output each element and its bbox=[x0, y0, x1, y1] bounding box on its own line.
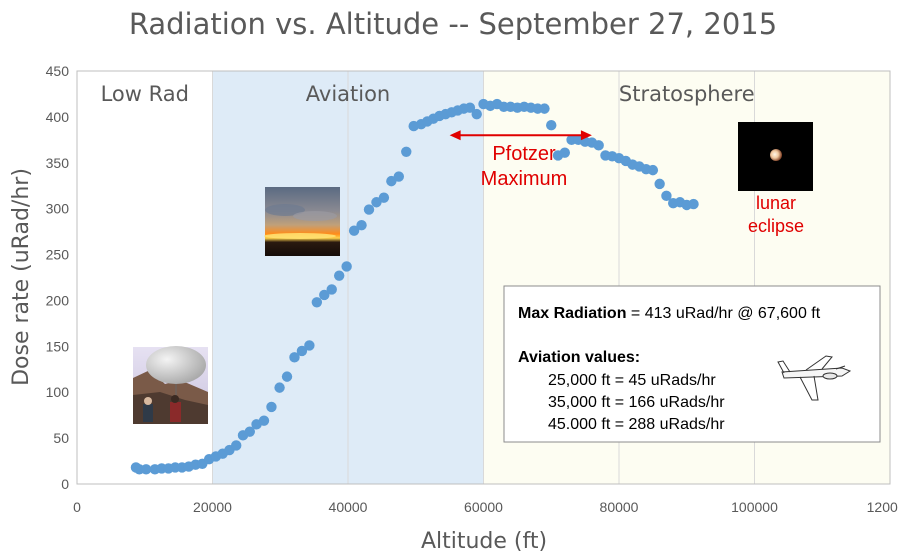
pfotzer-annotation: Pfotzer Maximum bbox=[449, 130, 592, 190]
data-point-60 bbox=[546, 119, 557, 131]
y-tick-label-250: 250 bbox=[46, 247, 70, 263]
data-point-49 bbox=[471, 108, 482, 120]
data-point-34 bbox=[371, 197, 382, 208]
x-tick-label-120000: 120000 bbox=[867, 499, 898, 515]
y-tick-label-200: 200 bbox=[46, 292, 70, 308]
max-radiation-label: Max Radiation bbox=[518, 305, 626, 322]
y-tick-label-300: 300 bbox=[46, 201, 70, 217]
data-point-2 bbox=[140, 464, 152, 475]
data-point-27 bbox=[319, 289, 330, 301]
data-point-28 bbox=[326, 284, 337, 295]
data-point-77 bbox=[661, 190, 672, 202]
x-tick-label-40000: 40000 bbox=[329, 499, 368, 515]
data-point-36 bbox=[386, 175, 397, 187]
region-label-low-rad: Low Rad bbox=[101, 82, 189, 106]
data-point-32 bbox=[356, 219, 367, 231]
y-tick-label-450: 450 bbox=[46, 63, 70, 79]
lunar-label-line2: eclipse bbox=[748, 216, 804, 236]
data-point-20 bbox=[266, 401, 277, 413]
pfotzer-label-line2: Maximum bbox=[481, 168, 568, 190]
y-tick-label-0: 0 bbox=[61, 476, 69, 492]
data-point-25 bbox=[304, 340, 315, 351]
y-tick-label-350: 350 bbox=[46, 155, 70, 171]
x-tick-label-60000: 60000 bbox=[464, 499, 503, 515]
x-axis-title: Altitude (ft) bbox=[421, 529, 547, 553]
data-point-48 bbox=[464, 102, 476, 113]
balloon-launch-photo bbox=[133, 346, 208, 424]
lunar-eclipse-photo bbox=[738, 122, 813, 191]
x-axis-ticks: 0 20000 40000 60000 80000 100000 120000 bbox=[73, 499, 898, 515]
region-label-aviation: Aviation bbox=[306, 82, 391, 106]
data-point-33 bbox=[363, 204, 375, 215]
data-point-62 bbox=[559, 147, 570, 158]
jet-airplane-icon bbox=[777, 355, 852, 401]
data-point-29 bbox=[333, 270, 345, 281]
data-point-81 bbox=[688, 198, 699, 210]
info-box: Max Radiation = 413 uRad/hr @ 67,600 ft … bbox=[503, 285, 881, 443]
aviation-value-45000: 45.000 ft = 288 uRads/hr bbox=[548, 416, 725, 433]
plot-frame bbox=[76, 70, 891, 485]
aviation-value-35000: 35,000 ft = 166 uRads/hr bbox=[548, 394, 725, 411]
y-tick-label-150: 150 bbox=[46, 338, 70, 354]
region-label-stratosphere: Stratosphere bbox=[619, 82, 755, 106]
lunar-label-line1: lunar bbox=[756, 193, 796, 213]
x-tick-label-20000: 20000 bbox=[193, 499, 232, 515]
data-point-75 bbox=[647, 164, 659, 176]
aviation-value-25000: 25,000 ft = 45 uRads/hr bbox=[548, 372, 716, 389]
data-point-67 bbox=[593, 140, 604, 151]
data-point-76 bbox=[654, 178, 665, 190]
x-tick-label-0: 0 bbox=[73, 499, 81, 515]
pfotzer-arrow-left-head bbox=[449, 130, 461, 141]
pfotzer-arrow-right-head bbox=[580, 130, 592, 141]
max-radiation-value: = 413 uRad/hr @ 67,600 ft bbox=[626, 305, 820, 322]
data-point-21 bbox=[274, 382, 285, 393]
y-tick-label-50: 50 bbox=[53, 430, 69, 446]
x-tick-label-80000: 80000 bbox=[600, 499, 639, 515]
region-labels: Low Rad Aviation Stratosphere bbox=[101, 82, 755, 106]
data-point-15 bbox=[231, 440, 242, 451]
y-tick-label-400: 400 bbox=[46, 109, 70, 125]
x-tick-label-100000: 100000 bbox=[731, 499, 778, 515]
y-axis-ticks: 0 50 100 150 200 250 300 350 400 450 bbox=[46, 63, 70, 492]
data-point-35 bbox=[378, 192, 390, 203]
data-point-37 bbox=[393, 171, 405, 182]
chart-title: Radiation vs. Altitude -- September 27, … bbox=[129, 7, 777, 41]
data-point-30 bbox=[341, 261, 352, 272]
data-point-31 bbox=[348, 225, 360, 236]
data-point-59 bbox=[539, 103, 550, 114]
aviation-values-heading: Aviation values: bbox=[518, 349, 640, 366]
data-point-24 bbox=[296, 345, 308, 357]
pfotzer-label-line1: Pfotzer bbox=[492, 143, 556, 165]
data-point-26 bbox=[311, 297, 323, 308]
lunar-eclipse-annotation: lunar eclipse bbox=[748, 193, 804, 236]
y-tick-label-100: 100 bbox=[46, 384, 70, 400]
data-point-22 bbox=[281, 371, 293, 382]
sunset-horizon-photo bbox=[264, 187, 340, 256]
max-radiation-line: Max Radiation = 413 uRad/hr @ 67,600 ft bbox=[518, 305, 821, 322]
y-axis-title: Dose rate (uRad/hr) bbox=[9, 168, 34, 386]
data-point-19 bbox=[258, 415, 270, 426]
data-points bbox=[130, 98, 699, 475]
data-point-38 bbox=[401, 146, 412, 157]
data-point-17 bbox=[244, 426, 255, 437]
data-point-23 bbox=[289, 352, 300, 363]
